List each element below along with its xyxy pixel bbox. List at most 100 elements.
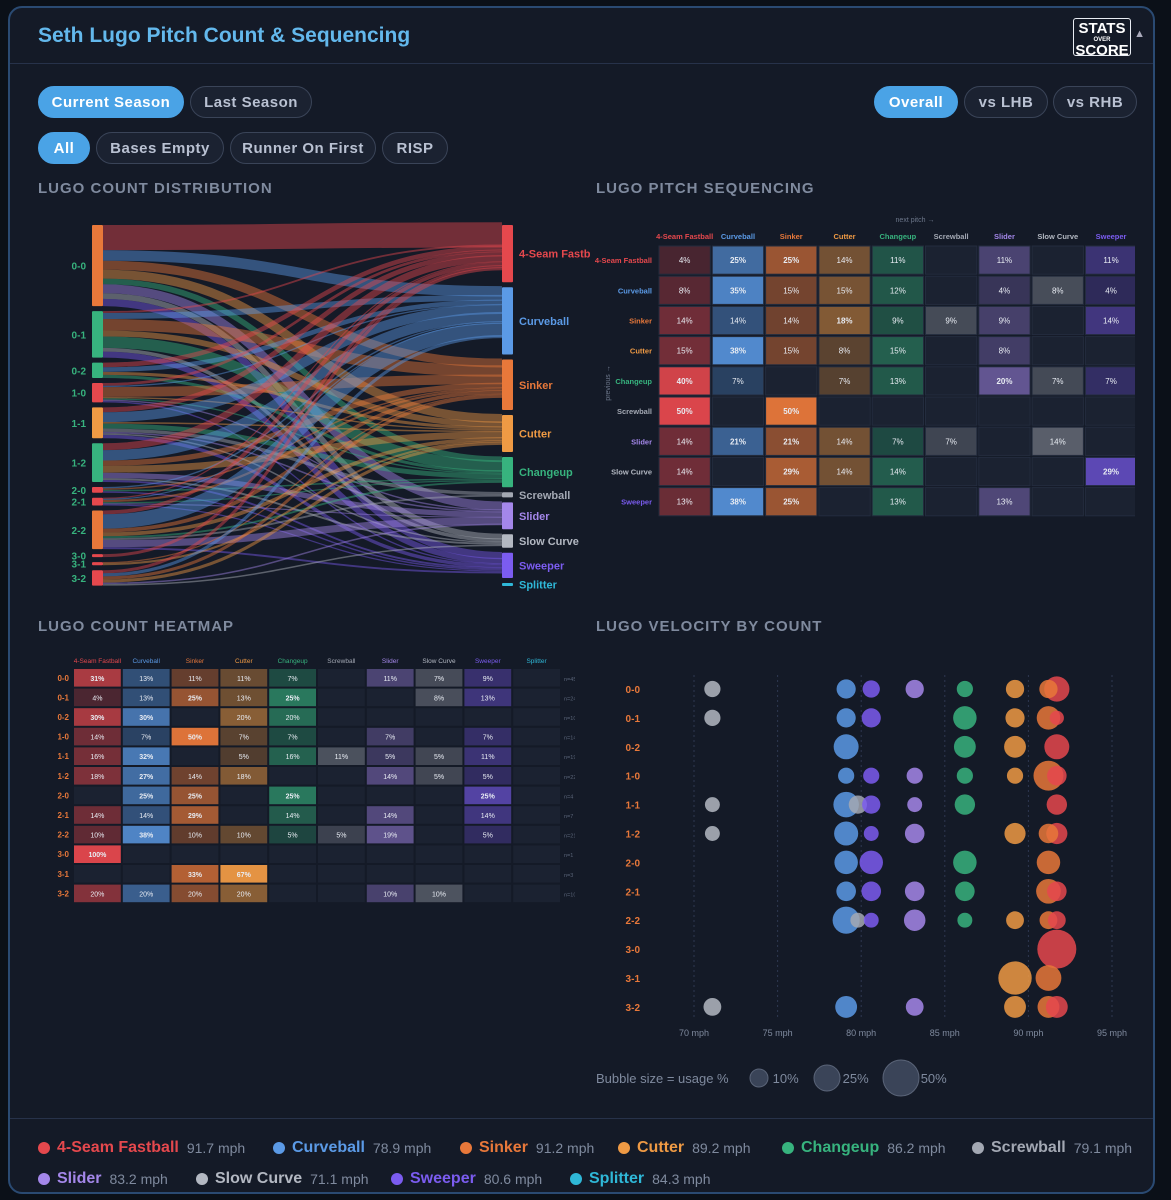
sankey-count-label: 3-0 xyxy=(72,552,87,563)
count-cell-label: 5% xyxy=(434,754,444,761)
velocity-bubble xyxy=(1005,708,1025,728)
legend-item-cutter[interactable]: Cutter 89.2 mph xyxy=(618,1139,750,1157)
count-cell xyxy=(74,806,121,824)
count-cell-label: 7% xyxy=(141,735,151,742)
tab-overall[interactable]: Overall xyxy=(874,86,958,118)
sequence-cell-label: 35% xyxy=(730,286,746,295)
tab-vs-rhb[interactable]: vs RHB xyxy=(1053,86,1137,118)
column-label: Sweeper xyxy=(1096,232,1127,241)
count-row-label: 2-0 xyxy=(57,791,69,800)
legend-pitch-velocity: 83.2 mph xyxy=(109,1171,168,1187)
count-cell xyxy=(171,845,219,863)
count-cell xyxy=(220,767,268,785)
count-cell xyxy=(269,825,316,844)
caret-up-icon[interactable]: ▲ xyxy=(1134,28,1145,40)
count-cell xyxy=(220,688,268,707)
tab-current-season[interactable]: Current Season xyxy=(38,86,184,118)
sequence-cell xyxy=(658,456,711,487)
legend-dot-icon xyxy=(391,1173,403,1185)
velocity-bubble xyxy=(1047,765,1067,786)
sankey-pitch-node xyxy=(502,225,513,283)
count-cell xyxy=(318,806,365,824)
legend-dot-icon xyxy=(273,1142,285,1154)
count-cell-label: 14% xyxy=(188,774,202,781)
sankey-count-label: 1-1 xyxy=(72,419,87,430)
count-cell-label: 11% xyxy=(335,754,349,761)
sequence-cell xyxy=(978,396,1031,426)
sequence-cell xyxy=(765,396,818,426)
sankey-link xyxy=(102,547,503,574)
velocity-bubble xyxy=(1047,911,1066,930)
legend-item-splitter[interactable]: Splitter 84.3 mph xyxy=(570,1170,711,1188)
sequence-cell-label: 38% xyxy=(730,498,746,507)
column-label: Slider xyxy=(382,658,399,665)
section-title-pitch-sequencing: LUGO PITCH SEQUENCING xyxy=(596,180,815,197)
legend-item-4-seam-fastball[interactable]: 4-Seam Fastball 91.7 mph xyxy=(38,1139,245,1157)
sankey-link xyxy=(102,245,503,368)
x-tick-label: 90 mph xyxy=(1013,1028,1043,1038)
sequence-cell xyxy=(1031,396,1084,426)
count-cell-label: 14% xyxy=(90,735,104,742)
sankey-link xyxy=(102,544,503,586)
tab-last-season[interactable]: Last Season xyxy=(190,86,312,118)
count-cell-label: 13% xyxy=(139,695,153,702)
column-label: Sinker xyxy=(780,232,803,241)
sequence-cell xyxy=(711,245,765,275)
tab-risp[interactable]: RISP xyxy=(382,132,448,164)
count-cell xyxy=(269,669,316,687)
dashboard-frame: Seth Lugo Pitch Count & Sequencing STATS… xyxy=(8,6,1155,1194)
count-cell xyxy=(171,786,219,805)
count-cell xyxy=(269,845,316,863)
legend-item-curveball[interactable]: Curveball 78.9 mph xyxy=(273,1139,431,1157)
sequence-cell xyxy=(658,366,711,396)
sankey-link xyxy=(102,374,503,397)
sankey-count-node xyxy=(92,443,103,482)
sankey-link xyxy=(102,441,503,583)
sankey-link xyxy=(102,382,503,466)
sequence-cell xyxy=(765,487,818,517)
legend-item-sweeper[interactable]: Sweeper 80.6 mph xyxy=(391,1170,542,1188)
count-cell-label: 7% xyxy=(434,676,444,683)
count-cell-label: 4% xyxy=(92,695,102,702)
sankey-link xyxy=(102,437,503,537)
sequence-cell xyxy=(1084,456,1135,487)
velocity-bubble xyxy=(1047,881,1067,902)
count-cell xyxy=(513,708,560,726)
sankey-link xyxy=(102,244,503,314)
legend-item-slider[interactable]: Slider 83.2 mph xyxy=(38,1170,168,1188)
y-tick-label: 2-1 xyxy=(626,887,641,898)
tab-runner-on-first[interactable]: Runner On First xyxy=(230,132,376,164)
legend-item-changeup[interactable]: Changeup 86.2 mph xyxy=(782,1139,946,1157)
velocity-bubble xyxy=(863,912,879,928)
count-heatmap: 4-Seam Fastball Curveball Sinker Cutter Chan… xyxy=(57,658,575,903)
sequence-cell xyxy=(658,336,711,366)
count-cell xyxy=(464,786,512,805)
sankey-link xyxy=(102,374,503,474)
count-cell xyxy=(74,747,121,765)
sequence-cell-label: 29% xyxy=(1103,468,1119,477)
count-cell-label: 25% xyxy=(139,793,154,800)
row-count-label: n=7 xyxy=(564,814,573,820)
sequence-cell xyxy=(818,456,871,487)
velocity-bubble xyxy=(1046,794,1068,815)
sankey-link xyxy=(102,330,503,428)
count-row-label: 1-0 xyxy=(57,733,69,742)
legend-item-sinker[interactable]: Sinker 91.2 mph xyxy=(460,1139,594,1157)
tab-vs-lhb[interactable]: vs LHB xyxy=(964,86,1048,118)
count-cell xyxy=(220,865,268,883)
tab-bases-empty[interactable]: Bases Empty xyxy=(96,132,224,164)
count-cell xyxy=(74,669,121,687)
legend-item-screwball[interactable]: Screwball 79.1 mph xyxy=(972,1139,1132,1157)
sequence-cell xyxy=(1031,487,1084,517)
tab-all[interactable]: All xyxy=(38,132,90,164)
count-cell xyxy=(366,806,414,824)
sankey-pitch-node xyxy=(502,415,513,453)
legend-pitch-name: Sweeper xyxy=(410,1170,476,1187)
sankey-link xyxy=(102,504,503,572)
legend-pitch-velocity: 80.6 mph xyxy=(483,1171,543,1187)
legend-dot-icon xyxy=(38,1142,50,1154)
legend-item-slow-curve[interactable]: Slow Curve 71.1 mph xyxy=(196,1170,369,1188)
count-distribution-sankey: 0-0 0-1 0-2 1-0 1-1 1-2 2-02-1 2-2 3-03-1 3-2 4-Se… xyxy=(72,222,590,591)
stats-over-score-logo[interactable]: STATS OVER SCORE xyxy=(1073,18,1131,58)
count-cell xyxy=(74,767,121,785)
